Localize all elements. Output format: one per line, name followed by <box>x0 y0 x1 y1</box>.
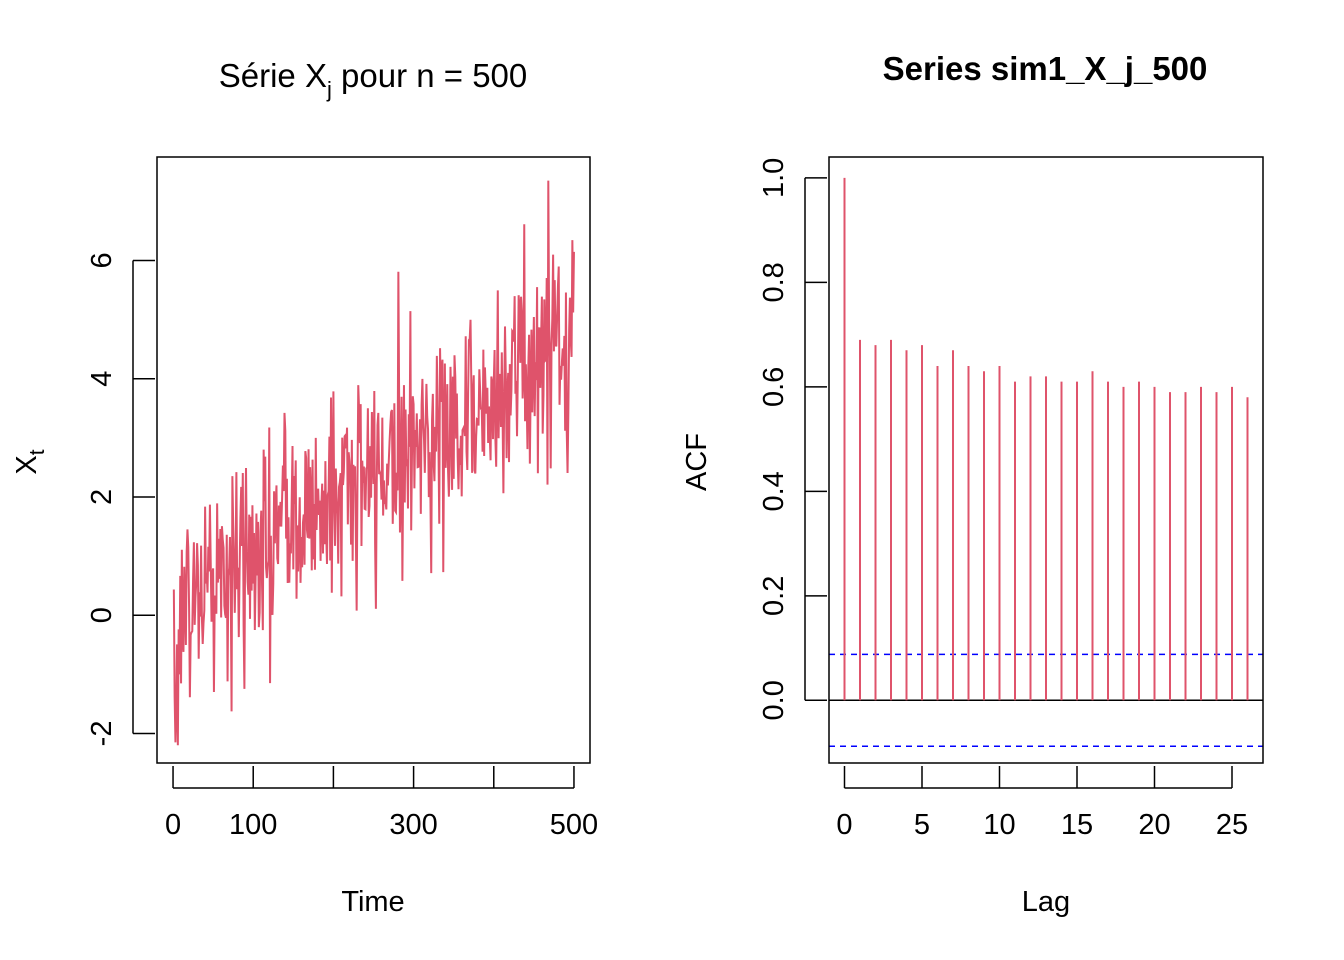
right-title: Series sim1_X_j_500 <box>883 50 1208 87</box>
right-y-label: ACF <box>681 433 713 491</box>
time-series-line <box>172 180 575 746</box>
left-title: Série Xj pour n = 500 <box>219 57 528 102</box>
right-x-tick-label: 0 <box>836 809 852 841</box>
left-y-tick-label: 2 <box>86 489 118 505</box>
left-y-tick-label: 0 <box>86 607 118 623</box>
left-y-axis: -2 0 2 4 6 <box>86 252 155 746</box>
right-y-tick-label: 0.0 <box>758 680 790 720</box>
right-plot-frame <box>828 156 1264 764</box>
right-x-tick-label: 5 <box>914 809 930 841</box>
right-y-axis: 0.0 0.2 0.4 0.6 0.8 1.0 <box>758 158 827 720</box>
left-x-axis: 0 100 300 500 <box>165 766 598 841</box>
right-x-tick-label: 20 <box>1138 809 1170 841</box>
right-x-tick-label: 25 <box>1216 809 1248 841</box>
right-x-tick-label: 15 <box>1061 809 1093 841</box>
left-y-tick-label: -2 <box>86 721 118 747</box>
right-x-axis: 0 5 10 15 20 25 <box>836 766 1248 841</box>
acf-bars <box>829 177 1263 748</box>
right-x-tick-label: 10 <box>983 809 1015 841</box>
left-y-tick-label: 4 <box>86 371 118 387</box>
left-y-tick-label: 6 <box>86 252 118 268</box>
left-x-tick-label: 0 <box>165 809 181 841</box>
left-x-tick-label: 300 <box>389 809 437 841</box>
right-y-tick-label: 0.2 <box>758 576 790 616</box>
left-y-label: Xt <box>11 449 49 474</box>
left-x-label: Time <box>341 886 404 918</box>
left-series-line <box>172 180 575 746</box>
right-y-tick-label: 0.6 <box>758 367 790 407</box>
right-y-tick-label: 0.4 <box>758 471 790 511</box>
right-y-tick-label: 1.0 <box>758 158 790 198</box>
right-panel-acf: Series sim1_X_j_500 0 5 10 15 20 25 0.0 0.2 0.4… <box>681 50 1264 918</box>
left-plot-frame <box>156 156 591 764</box>
right-x-label: Lag <box>1022 886 1070 918</box>
right-y-tick-label: 0.8 <box>758 262 790 302</box>
left-x-tick-label: 100 <box>229 809 277 841</box>
left-x-tick-label: 500 <box>550 809 598 841</box>
left-panel-time-series: Série Xj pour n = 500 0 100 300 500 -20246 … <box>11 57 598 918</box>
